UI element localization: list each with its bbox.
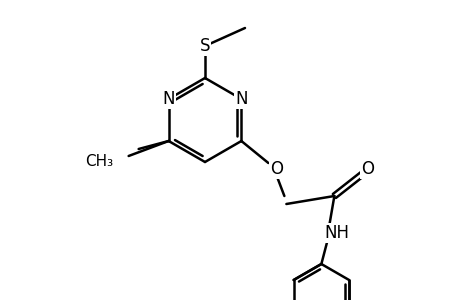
Text: S: S: [199, 37, 210, 55]
Text: O: O: [360, 160, 373, 178]
Text: N: N: [162, 90, 174, 108]
Text: NH: NH: [324, 224, 349, 242]
Text: CH₃: CH₃: [85, 154, 113, 169]
Text: N: N: [235, 90, 247, 108]
Text: O: O: [269, 160, 282, 178]
